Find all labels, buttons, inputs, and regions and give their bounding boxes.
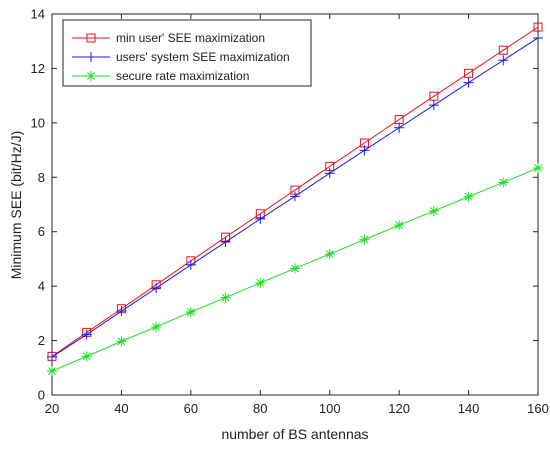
data-point [359,145,370,156]
data-point [220,292,231,303]
legend-marker [86,71,96,81]
x-tick-label: 140 [458,401,480,416]
series-layer [47,22,543,377]
x-tick-label: 100 [319,401,341,416]
y-tick-label: 6 [38,224,45,239]
y-axis-label: Minimum SEE (bit/Hz/J) [8,131,24,280]
legend-box [62,19,312,87]
data-point [359,234,370,245]
x-tick-label: 40 [114,401,128,416]
y-tick-label: 4 [38,279,45,294]
data-point [464,68,474,78]
data-point [324,249,335,260]
legend-label: secure rate maximization [116,69,249,83]
data-point [255,213,266,224]
series-1 [47,22,543,361]
series-line [51,26,539,357]
legend-marker [86,52,96,62]
y-tick-label: 12 [31,61,45,76]
y-tick-label: 2 [38,333,45,348]
y-tick-label: 0 [38,388,45,403]
x-tick-label: 80 [253,401,267,416]
data-point [185,306,196,317]
legend-label: min user' SEE maximization [116,31,265,45]
legend-label: users' system SEE maximization [116,50,290,64]
y-tick-label: 14 [31,7,45,22]
data-point [151,283,162,294]
data-point [81,329,92,340]
data-point [324,168,335,179]
data-point [533,22,543,32]
data-point [498,177,509,188]
data-point [498,55,509,66]
data-point [463,191,474,202]
data-point [116,336,127,347]
x-tick-label: 20 [45,401,59,416]
data-point [533,32,543,43]
data-point [220,237,231,248]
legend: min user' SEE maximization users' system … [62,19,312,87]
series-2 [47,32,543,362]
series-3 [47,163,543,377]
x-tick-label: 60 [184,401,198,416]
x-tick-label: 120 [388,401,410,416]
data-point [290,263,300,274]
data-point [463,77,474,88]
data-point [47,351,57,362]
data-point [394,122,405,133]
data-point [290,191,300,202]
data-point [533,163,543,174]
data-point [116,306,127,317]
data-point [428,206,439,217]
data-point [498,45,508,55]
y-axis: 0 2 4 6 8 10 12 14 [31,7,538,403]
x-axis-label: number of BS antennas [221,426,368,442]
data-point [255,277,266,288]
data-point [185,259,196,270]
data-point [151,321,162,332]
y-tick-label: 8 [38,170,45,185]
data-point [47,366,57,377]
y-tick-label: 10 [31,115,45,130]
x-axis: 20 40 60 80 100 120 140 160 [45,14,549,416]
x-tick-label: 160 [527,401,549,416]
data-point [81,351,92,362]
legend-marker [86,33,96,43]
data-point [428,100,439,111]
data-point [394,220,405,231]
